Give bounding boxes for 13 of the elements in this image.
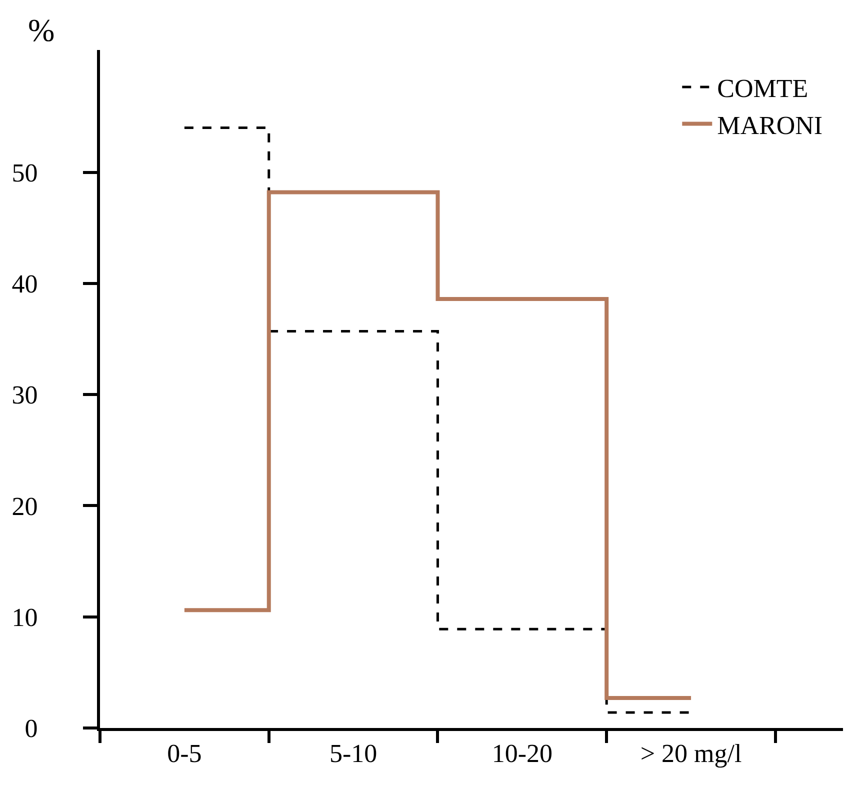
y-tick-label: 50 — [12, 158, 38, 188]
x-tick-label: 10-20 — [492, 739, 552, 768]
y-tick-label: 30 — [12, 380, 38, 410]
legend-label: COMTE — [717, 74, 808, 104]
y-axis-title: % — [28, 12, 55, 48]
y-tick-label: 40 — [12, 270, 38, 299]
y-tick-label: 20 — [12, 492, 38, 521]
y-tick-label: 0 — [24, 714, 38, 744]
x-tick-label: > 20 mg/l — [640, 739, 742, 768]
x-tick-label: 5-10 — [329, 739, 378, 768]
y-tick-label: 10 — [12, 602, 38, 632]
legend-label: MARONI — [717, 110, 823, 140]
x-tick-label: 0-5 — [167, 739, 202, 768]
